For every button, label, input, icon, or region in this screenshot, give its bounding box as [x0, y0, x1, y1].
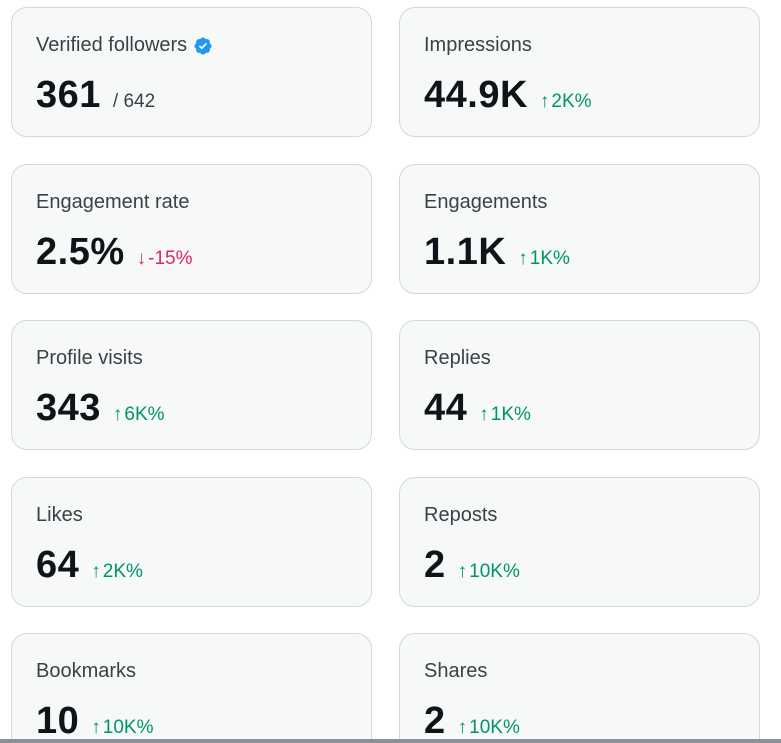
card-value-row: 361 / 642 — [36, 74, 155, 117]
card-value: 343 — [36, 387, 101, 429]
card-label: Likes — [36, 504, 83, 526]
card-label: Bookmarks — [36, 660, 137, 682]
card-delta: ↑ 6K% — [113, 404, 165, 426]
card-value: 2 — [424, 700, 446, 742]
card-delta: ↑ 2K% — [540, 91, 592, 113]
card-shares[interactable]: Shares 2 ↑ 10K% — [399, 633, 760, 743]
card-verified-followers[interactable]: Verified followers 361 / 642 — [11, 7, 372, 137]
card-value: 44.9K — [424, 74, 528, 116]
card-label: Profile visits — [36, 347, 143, 369]
arrow-up-icon: ↑ — [112, 404, 123, 425]
arrow-up-icon: ↑ — [91, 717, 101, 738]
card-delta: ↑ 10K% — [458, 561, 520, 583]
card-label: Engagements — [424, 191, 548, 213]
delta-value: 10K% — [469, 561, 520, 582]
delta-value: -15% — [148, 248, 193, 269]
card-value: 361 — [36, 74, 101, 116]
card-label: Impressions — [424, 34, 532, 56]
card-label: Engagement rate — [36, 191, 190, 213]
arrow-down-icon: ↓ — [136, 248, 147, 269]
scroll-boundary-divider — [0, 739, 781, 743]
card-delta: ↑ 1K% — [518, 248, 570, 270]
delta-value: 1K% — [529, 248, 570, 269]
card-replies[interactable]: Replies 44 ↑ 1K% — [399, 320, 760, 450]
card-label: Verified followers — [36, 34, 188, 56]
card-impressions[interactable]: Impressions 44.9K ↑ 2K% — [399, 7, 760, 137]
card-delta: ↑ 1K% — [479, 404, 531, 426]
card-likes[interactable]: Likes 64 ↑ 2K% — [11, 477, 372, 607]
card-value: 1.1K — [424, 231, 507, 273]
delta-value: 2K% — [102, 561, 143, 582]
card-value: 10 — [36, 700, 80, 742]
delta-value: 1K% — [490, 404, 531, 425]
card-value: 2.5% — [36, 231, 125, 273]
card-label: Shares — [424, 660, 488, 682]
card-delta: ↓ -15% — [137, 248, 193, 270]
card-engagement-rate[interactable]: Engagement rate 2.5% ↓ -15% — [11, 164, 372, 294]
card-profile-visits[interactable]: Profile visits 343 ↑ 6K% — [11, 320, 372, 450]
card-engagements[interactable]: Engagements 1.1K ↑ 1K% — [399, 164, 760, 294]
delta-value: 6K% — [124, 404, 165, 425]
card-value: 44 — [424, 387, 468, 429]
delta-value: 10K% — [102, 717, 154, 738]
card-total: / 642 — [112, 91, 156, 112]
delta-value: 2K% — [551, 91, 592, 112]
card-bookmarks[interactable]: Bookmarks 10 ↑ 10K% — [11, 633, 372, 743]
arrow-up-icon: ↑ — [518, 248, 528, 269]
card-value: 64 — [36, 544, 80, 586]
card-label-row: Verified followers — [36, 34, 213, 57]
arrow-up-icon: ↑ — [479, 404, 489, 425]
card-label: Replies — [424, 347, 491, 369]
verified-badge-icon — [194, 36, 212, 55]
card-label: Reposts — [424, 504, 498, 526]
arrow-up-icon: ↑ — [539, 91, 550, 112]
card-reposts[interactable]: Reposts 2 ↑ 10K% — [399, 477, 760, 607]
arrow-up-icon: ↑ — [457, 561, 468, 582]
card-delta: ↑ 10K% — [458, 717, 520, 739]
arrow-up-icon: ↑ — [457, 717, 468, 738]
card-delta: ↑ 2K% — [91, 561, 143, 583]
card-value: 2 — [424, 544, 446, 586]
arrow-up-icon: ↑ — [91, 561, 101, 582]
card-delta: ↑ 10K% — [91, 717, 153, 739]
delta-value: 10K% — [469, 717, 520, 738]
